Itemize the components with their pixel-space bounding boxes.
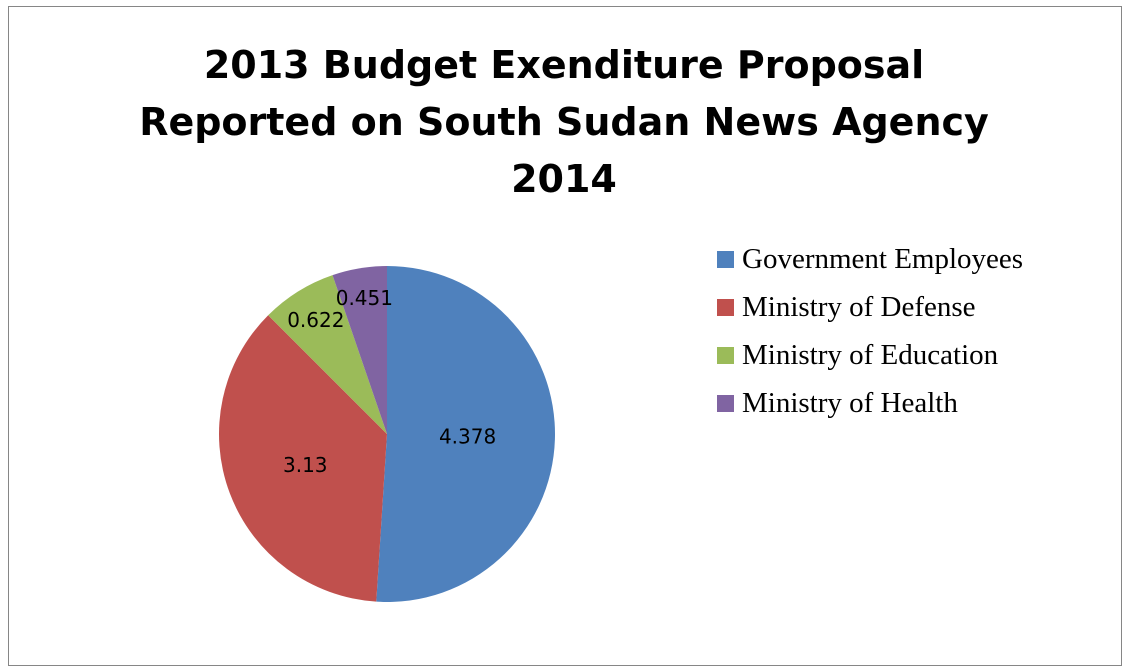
- pie-slice-ministry-of-health: [332, 266, 387, 434]
- pie-slice-government-employees: [376, 266, 555, 602]
- chart-title-line-1: 2013 Budget Exenditure Proposal: [203, 43, 925, 87]
- pie-slice-ministry-of-education: [268, 275, 387, 434]
- legend-label: Ministry of Defense: [742, 290, 976, 323]
- legend-item-ministry-of-education: Ministry of Education: [717, 331, 1023, 379]
- data-label-government-employees: 4.378: [439, 425, 496, 449]
- chart-area: 2013 Budget Exenditure Proposal Reported…: [8, 6, 1122, 666]
- chart-title-line-3: 2014: [511, 157, 617, 201]
- legend-label: Government Employees: [742, 242, 1024, 275]
- pie-slices: [218, 266, 555, 602]
- pie-slice-ministry-of-defense: [218, 315, 387, 602]
- legend: Government Employees Ministry of Defense…: [717, 235, 1023, 427]
- chart-title-line-2: Reported on South Sudan News Agency: [139, 100, 989, 144]
- legend-item-ministry-of-health: Ministry of Health: [717, 379, 1023, 427]
- legend-swatch: [717, 250, 734, 268]
- legend-label: Ministry of Health: [742, 386, 958, 419]
- chart-title: 2013 Budget Exenditure Proposal Reported…: [9, 37, 1119, 208]
- legend-item-government-employees: Government Employees: [717, 235, 1023, 283]
- data-label-ministry-of-education: 0.622: [287, 308, 344, 332]
- data-label-ministry-of-defense: 3.13: [283, 453, 328, 477]
- data-label-ministry-of-health: 0.451: [336, 286, 393, 310]
- legend-swatch: [717, 394, 734, 412]
- legend-item-ministry-of-defense: Ministry of Defense: [717, 283, 1023, 331]
- legend-label: Ministry of Education: [742, 338, 999, 371]
- legend-swatch: [717, 298, 734, 316]
- legend-swatch: [717, 346, 734, 364]
